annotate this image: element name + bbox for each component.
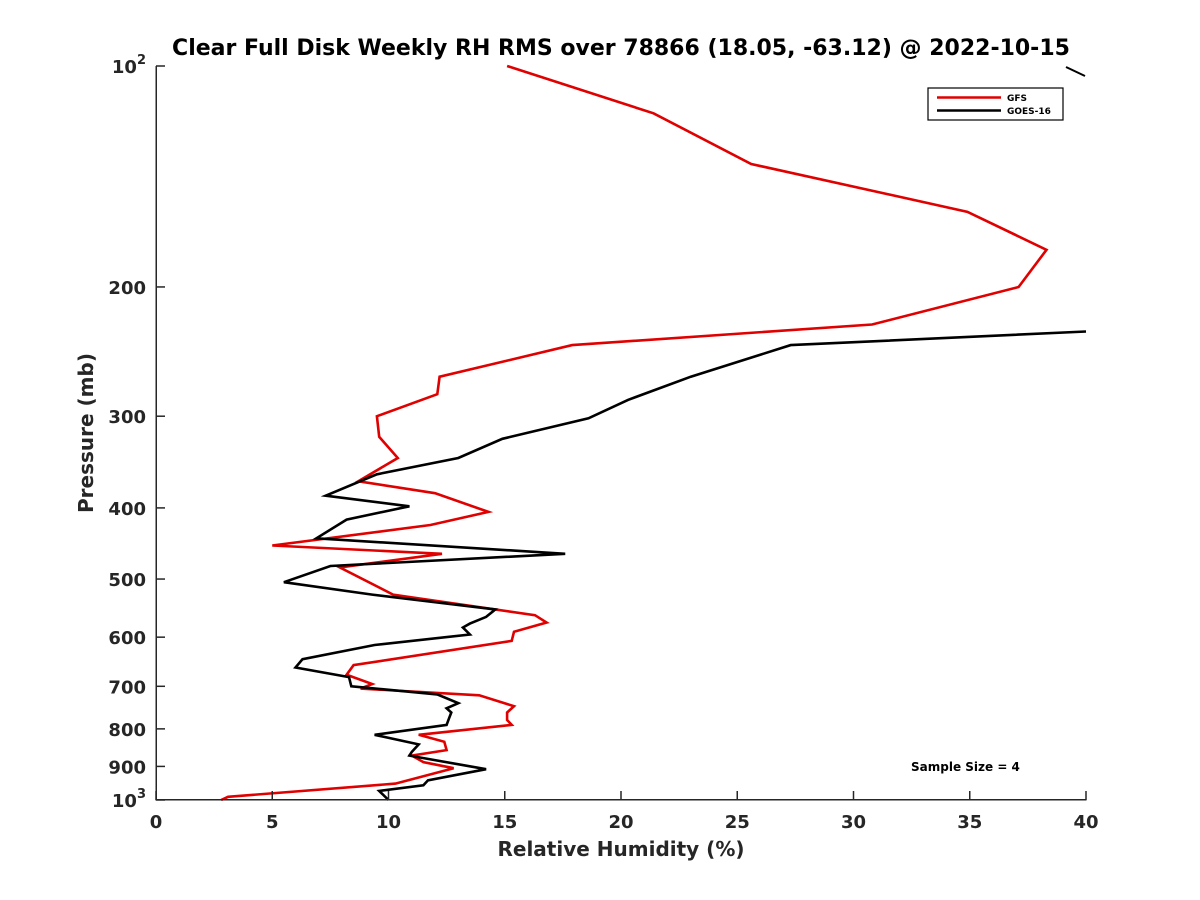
legend-label-goes16: GOES-16 — [1007, 107, 1051, 117]
x-tick-label: 0 — [150, 812, 163, 833]
y-tick-label: 103 — [112, 787, 146, 812]
chart-title: Clear Full Disk Weekly RH RMS over 78866… — [172, 36, 1070, 61]
y-tick-label: 800 — [108, 720, 146, 741]
x-tick-label: 15 — [492, 812, 517, 833]
plot-area — [220, 64, 1087, 801]
x-tick-label: 30 — [841, 812, 866, 833]
y-axis-label: Pressure (mb) — [74, 353, 98, 513]
series-line-goes16 — [283, 330, 1087, 801]
x-axis: 0 5 10 15 20 25 30 35 40 — [150, 791, 1099, 833]
x-tick-label: 20 — [608, 812, 633, 833]
x-axis-label: Relative Humidity (%) — [497, 837, 744, 861]
x-tick-label: 5 — [266, 812, 279, 833]
y-tick-label: 200 — [108, 278, 146, 299]
x-tick-label: 40 — [1073, 812, 1098, 833]
legend-label-gfs: GFS — [1007, 94, 1027, 104]
x-tick-label: 10 — [376, 812, 401, 833]
plot-frame-left — [155, 66, 157, 800]
y-tick-label: 400 — [108, 499, 146, 520]
sample-size-annotation: Sample Size = 4 — [911, 760, 1020, 774]
y-tick-label: 500 — [108, 570, 146, 591]
x-tick-label: 35 — [957, 812, 982, 833]
y-axis: 102 200 300 400 500 600 700 800 900 103 — [108, 53, 165, 812]
y-tick-label: 700 — [108, 677, 146, 698]
y-tick-label: 900 — [108, 757, 146, 778]
y-tick-label: 600 — [108, 628, 146, 649]
x-tick-label: 25 — [725, 812, 750, 833]
legend-box — [927, 87, 1064, 121]
series-line-gfs — [220, 64, 1049, 801]
y-tick-label: 102 — [112, 53, 146, 78]
wind-barb-mark — [1065, 66, 1086, 77]
legend: GFS GOES-16 — [927, 87, 1064, 121]
y-tick-label: 300 — [108, 407, 146, 428]
